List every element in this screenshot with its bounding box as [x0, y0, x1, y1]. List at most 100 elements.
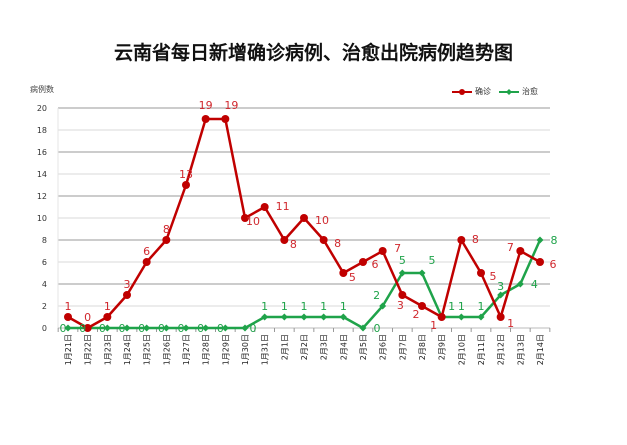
x-tick-label: 2月7日 [398, 334, 407, 360]
x-tick-label: 2月11日 [477, 334, 486, 365]
cured-data-label: 1 [261, 300, 268, 313]
x-tick-label: 2月10日 [457, 334, 466, 365]
cured-point [221, 324, 229, 332]
confirmed-point [536, 258, 544, 266]
cured-point [103, 324, 111, 332]
confirmed-point [280, 236, 289, 244]
confirmed-line [67, 117, 541, 330]
confirmed-data-label: 1 [65, 300, 72, 313]
confirmed-point [437, 313, 446, 321]
confirmed-data-label: 8 [334, 237, 341, 250]
confirmed-data-label: 10 [315, 214, 329, 227]
x-tick-label: 2月9日 [438, 334, 447, 360]
y-tick-label: 10 [37, 214, 47, 223]
confirmed-point [162, 236, 171, 244]
x-tick-label: 1月27日 [182, 334, 191, 365]
confirmed-data-label: 0 [84, 311, 91, 324]
x-tick-label: 2月6日 [379, 334, 388, 360]
cured-point [182, 324, 190, 332]
confirmed-point [418, 302, 426, 310]
cured-data-label: 0 [250, 322, 257, 335]
cured-data-label: 1 [320, 300, 327, 313]
confirmed-point [300, 214, 308, 222]
confirmed-data-label: 19 [224, 99, 238, 112]
confirmed-data-label: 8 [472, 233, 479, 246]
confirmed-point [260, 203, 269, 211]
confirmed-data-label: 2 [413, 308, 420, 321]
confirmed-data-label: 3 [397, 299, 404, 312]
cured-point [143, 324, 151, 332]
confirmed-point [201, 115, 210, 123]
x-tick-label: 1月29日 [221, 334, 230, 365]
cured-point [398, 269, 406, 277]
cured-data-label: 0 [217, 322, 224, 335]
cured-point [339, 313, 347, 321]
x-tick-label: 1月24日 [123, 334, 132, 365]
confirmed-data-label: 7 [507, 241, 514, 254]
confirmed-point [83, 324, 92, 332]
x-tick-label: 1月31日 [261, 334, 270, 365]
confirmed-point [241, 214, 249, 222]
confirmed-point [398, 291, 407, 299]
x-tick-label: 2月5日 [359, 334, 368, 360]
y-tick-label: 6 [42, 258, 47, 267]
confirmed-point [142, 258, 151, 266]
cured-point [300, 313, 308, 321]
confirmed-data-label: 1 [430, 319, 437, 332]
x-tick-label: 2月12日 [497, 334, 506, 365]
cured-data-label: 2 [373, 289, 380, 302]
cured-point [379, 302, 387, 310]
x-tick-label: 2月3日 [320, 334, 329, 360]
confirmed-data-label: 3 [124, 278, 131, 291]
y-tick-label: 14 [37, 170, 47, 179]
confirmed-data-label: 11 [276, 200, 290, 213]
cured-data-label: 0 [138, 322, 145, 335]
confirmed-point [103, 313, 112, 321]
confirmed-point [457, 236, 466, 244]
confirmed-data-label: 10 [246, 215, 260, 228]
cured-data-label: 8 [551, 234, 558, 247]
cured-point [418, 269, 426, 277]
cured-data-label: 0 [197, 322, 204, 335]
x-tick-label: 1月30日 [241, 334, 250, 365]
cured-point [359, 324, 367, 332]
cured-data-label: 4 [531, 278, 538, 291]
x-tick-label: 2月14日 [536, 334, 545, 365]
confirmed-data-label: 5 [349, 271, 356, 284]
y-tick-label: 4 [42, 280, 47, 289]
cured-point [64, 324, 72, 332]
cured-point [516, 280, 524, 288]
cured-data-label: 1 [478, 300, 485, 313]
legend-label-cured: 治愈 [522, 87, 538, 96]
confirmed-point [339, 269, 348, 277]
confirmed-point [516, 247, 525, 255]
confirmed-point [319, 236, 328, 244]
y-tick-label: 12 [37, 192, 47, 201]
confirmed-data-label: 13 [179, 168, 193, 181]
legend-item-confirmed: 确诊 [452, 86, 491, 97]
confirmed-data-label: 1 [104, 300, 111, 313]
confirmed-data-label: 6 [143, 245, 150, 258]
cured-data-label: 0 [178, 322, 185, 335]
cured-data-label: 1 [340, 300, 347, 313]
cured-data-label: 5 [429, 254, 436, 267]
x-tick-label: 1月21日 [64, 334, 73, 365]
cured-point [162, 324, 170, 332]
y-tick-label: 8 [42, 236, 47, 245]
red-line-marker-icon [452, 88, 472, 95]
x-tick-label: 2月2日 [300, 334, 309, 360]
y-tick-label: 0 [42, 324, 47, 333]
y-axis-label: 病例数 [30, 85, 54, 94]
cured-data-label: 0 [99, 322, 106, 335]
cured-data-label: 1 [301, 300, 308, 313]
green-line-marker-icon [499, 88, 519, 95]
cured-data-label: 1 [448, 300, 455, 313]
confirmed-data-label: 6 [372, 258, 379, 271]
legend: 确诊 治愈 [452, 86, 538, 97]
confirmed-data-label: 19 [199, 99, 213, 112]
cured-point [320, 313, 328, 321]
confirmed-data-label: 1 [507, 317, 514, 330]
y-tick-label: 2 [42, 302, 47, 311]
cured-point [261, 313, 269, 321]
y-tick-label: 16 [37, 148, 47, 157]
